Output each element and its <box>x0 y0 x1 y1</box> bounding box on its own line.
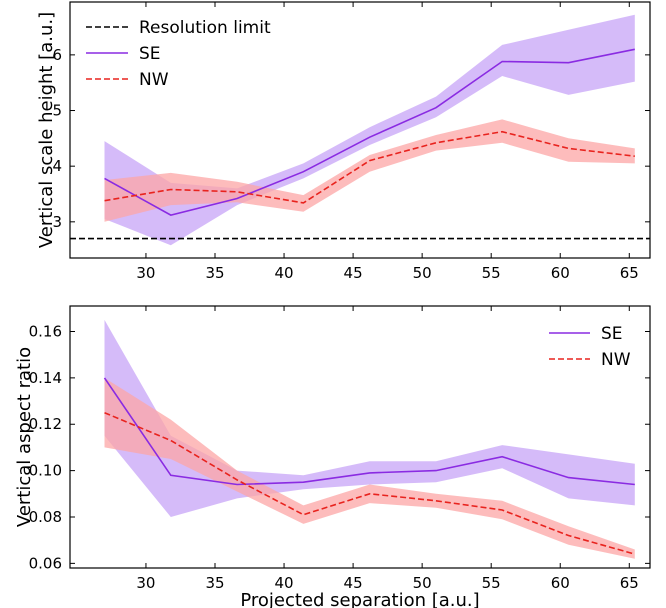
legend-se-label: SE <box>139 44 161 64</box>
bottom-y-tick-label: 0.14 <box>29 369 62 387</box>
bottom-y-tick-label: 0.12 <box>29 415 62 433</box>
bottom-se-line <box>103 377 635 486</box>
legend-nw-label: NW <box>139 70 169 90</box>
top-y-axis-label: Vertical scale height [a.u.] <box>36 12 57 248</box>
bottom-se-uncertainty-band <box>104 319 635 517</box>
top-nw-uncertainty-band <box>104 119 635 222</box>
top-legend: Resolution limit SE NW <box>86 18 271 90</box>
bottom-x-tick-label: 45 <box>344 574 363 592</box>
top-x-tick-label: 50 <box>413 264 432 282</box>
bottom-nw-uncertainty-band <box>104 377 635 559</box>
bottom-plot-area <box>103 319 636 559</box>
legend-resolution-limit-label: Resolution limit <box>139 18 271 38</box>
top-se-line <box>104 48 635 216</box>
top-y-tick-label: 4 <box>52 157 62 175</box>
top-y-tick-label: 6 <box>52 46 62 64</box>
top-x-tick-label: 45 <box>344 264 363 282</box>
bottom-x-tick-label: 30 <box>136 574 155 592</box>
bottom-legend: SE NW <box>549 324 631 370</box>
x-axis-label: Projected separation [a.u.] <box>240 590 479 608</box>
top-y-tick-label: 3 <box>52 213 62 231</box>
bottom-y-tick-label: 0.08 <box>29 508 62 526</box>
bottom-nw-line <box>104 411 636 555</box>
bottom-y-tick-label: 0.06 <box>29 554 62 572</box>
top-x-tick-label: 30 <box>136 264 155 282</box>
legend-nw-label-2: NW <box>601 350 631 370</box>
top-x-tick-label: 35 <box>205 264 224 282</box>
top-plot-area <box>70 14 650 246</box>
top-axes-frame <box>69 1 651 259</box>
bottom-x-tick-label: 40 <box>275 574 294 592</box>
bottom-x-tick-label: 60 <box>551 574 570 592</box>
top-se-uncertainty-band <box>104 14 635 246</box>
bottom-x-tick-label: 35 <box>205 574 224 592</box>
bottom-panel: 30 35 40 45 50 55 60 65 0.06 0.08 0.10 0.12 0.14 0.16… <box>14 305 651 608</box>
bottom-x-tick-label: 65 <box>620 574 639 592</box>
bottom-y-axis-label: Vertical aspect ratio <box>14 347 35 527</box>
bottom-x-tick-label: 50 <box>413 574 432 592</box>
top-y-tick-label: 5 <box>52 102 62 120</box>
top-x-tick-label: 40 <box>275 264 294 282</box>
top-x-tick-label: 65 <box>620 264 639 282</box>
bottom-axes-frame <box>69 305 651 569</box>
top-x-tick-label: 60 <box>551 264 570 282</box>
legend-se-label-2: SE <box>601 324 623 344</box>
bottom-y-tick-label: 0.10 <box>29 462 62 480</box>
bottom-y-tick-label: 0.16 <box>29 323 62 341</box>
top-x-tick-label: 55 <box>482 264 501 282</box>
bottom-x-tick-label: 55 <box>482 574 501 592</box>
top-nw-line <box>104 130 635 204</box>
